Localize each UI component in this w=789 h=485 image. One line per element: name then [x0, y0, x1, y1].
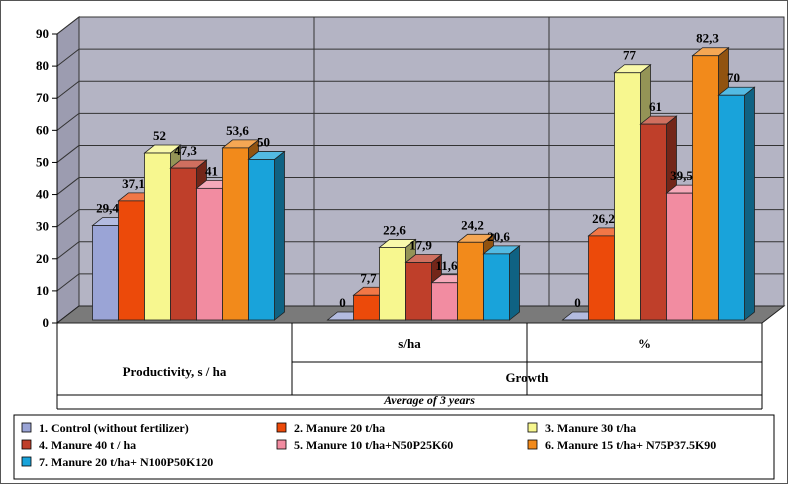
legend-item: 4. Manure 40 t / ha [21, 438, 136, 452]
y-tick-label: 10 [36, 283, 49, 298]
value-label: 77 [623, 48, 637, 63]
gridline-side [56, 112, 80, 131]
bar-front [196, 187, 223, 321]
legend-label: 1. Control (without fertilizer) [39, 421, 189, 435]
legend-label: 4. Manure 40 t / ha [39, 438, 136, 452]
group-label: % [638, 336, 651, 351]
legend-item: 7. Manure 20 t/ha+ N100P50K120 [21, 455, 213, 469]
y-tick-label: 50 [36, 154, 49, 169]
bar-front [431, 282, 458, 321]
bar-side [509, 245, 520, 321]
value-label: 7,7 [360, 270, 377, 285]
bar-front [457, 241, 484, 321]
group-label: Productivity, s / ha [123, 364, 227, 379]
value-label: 39,5 [670, 168, 693, 183]
legend-box [13, 414, 775, 480]
value-label: 0 [574, 295, 581, 310]
legend-swatch [276, 422, 287, 433]
legend-label: 3. Manure 30 t/ha [545, 421, 636, 435]
bar [482, 245, 521, 321]
group-label: Growth [505, 370, 549, 385]
legend-label: 2. Manure 20 t/ha [294, 421, 385, 435]
value-label: 29,4 [96, 201, 119, 216]
axis-table: Productivity, s / ha s/ha % Growth Average o… [56, 323, 763, 410]
value-label: 20,6 [487, 229, 510, 244]
value-label: 53,6 [226, 123, 249, 138]
bar-front [405, 262, 432, 321]
gridline-side [56, 16, 80, 35]
value-label: 22,6 [383, 222, 406, 237]
legend-swatch [21, 422, 32, 433]
legend-label: 5. Manure 10 t/ha+N50P25K60 [294, 438, 453, 452]
bar-front [144, 152, 171, 321]
y-tick-label: 30 [36, 219, 49, 234]
bar-front [379, 247, 406, 321]
legend-swatch [527, 422, 538, 433]
gridline-side [56, 241, 80, 260]
legend-swatch [276, 439, 287, 450]
group-label: s/ha [398, 336, 421, 351]
legend-item: 1. Control (without fertilizer) [21, 421, 189, 435]
legend-item: 5. Manure 10 t/ha+N50P25K60 [276, 438, 453, 452]
bar-side [744, 86, 755, 321]
bar-front [483, 253, 510, 321]
y-tick-label: 20 [36, 251, 49, 266]
value-label: 17,9 [409, 238, 432, 253]
gridline-side [56, 80, 80, 99]
y-tick-label: 70 [36, 90, 49, 105]
value-label: 0 [339, 295, 346, 310]
bar-front [614, 72, 641, 321]
value-label: 52 [153, 128, 166, 143]
legend-swatch [527, 439, 538, 450]
bars-layer [91, 46, 756, 321]
value-label: 47,3 [174, 143, 197, 158]
bar-front [666, 192, 693, 321]
legend-item: 3. Manure 30 t/ha [527, 421, 636, 435]
legend: 1. Control (without fertilizer) 2. Manure… [13, 414, 775, 480]
value-label: 26,2 [592, 211, 615, 226]
bar [717, 86, 756, 321]
gridline-side [56, 145, 80, 163]
value-label: 11,6 [435, 258, 458, 273]
bar-front [222, 147, 249, 321]
gridline-side [56, 273, 80, 292]
y-tick-label: 40 [36, 187, 49, 202]
bar-front [718, 94, 745, 321]
value-label: 82,3 [696, 31, 719, 46]
bar-front [588, 235, 615, 321]
legend-label: 7. Manure 20 t/ha+ N100P50K120 [39, 455, 213, 469]
bar-side [274, 150, 285, 321]
bar-front [248, 159, 275, 321]
gridline-side [56, 177, 80, 195]
y-tick-label: 0 [43, 315, 50, 330]
legend-swatch [21, 439, 32, 450]
y-tick-label: 60 [36, 122, 49, 137]
value-labels-layer: 29,437,1 52 47,3 41 53,6 50 0 7,7 22,617,911,6 24… [96, 31, 740, 310]
bar-front [92, 225, 119, 321]
y-tick-label: 90 [36, 26, 49, 41]
legend-swatch [21, 456, 32, 467]
value-label: 70 [727, 70, 740, 85]
bar-front [353, 294, 380, 321]
legend-item: 2. Manure 20 t/ha [276, 421, 385, 435]
value-label: 24,2 [461, 217, 484, 232]
bar-front [170, 167, 197, 321]
value-label: 37,1 [122, 176, 145, 191]
value-label: 41 [205, 163, 218, 178]
legend-label: 6. Manure 15 t/ha+ N75P37.5K90 [545, 438, 716, 452]
bar [247, 150, 286, 321]
value-label: 50 [257, 134, 270, 149]
gridline-side [56, 48, 80, 67]
gridline-side [56, 209, 80, 228]
group-footer: Average of 3 years [383, 393, 475, 407]
side-wall [56, 15, 80, 325]
bar-front [640, 123, 667, 321]
bar [404, 253, 443, 321]
legend-item: 6. Manure 15 t/ha+ N75P37.5K90 [527, 438, 716, 452]
value-label: 61 [649, 99, 662, 114]
bar-front [692, 55, 719, 321]
y-tick-label: 80 [36, 58, 49, 73]
bar-front [118, 200, 145, 321]
